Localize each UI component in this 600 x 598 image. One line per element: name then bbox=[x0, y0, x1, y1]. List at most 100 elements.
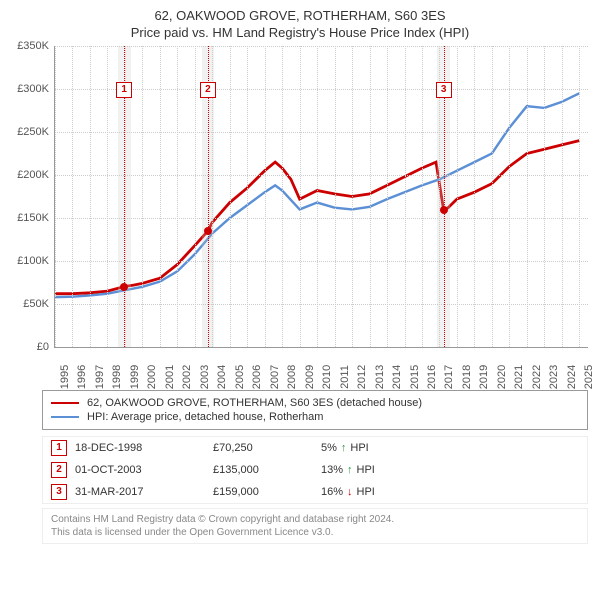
x-axis-label: 2013 bbox=[370, 365, 386, 389]
gridline-v bbox=[492, 46, 493, 347]
sales-row: 331-MAR-2017£159,00016%↓HPI bbox=[43, 481, 587, 503]
x-axis-label: 2022 bbox=[527, 365, 543, 389]
delta-suffix: HPI bbox=[350, 442, 368, 454]
sale-marker-box: 3 bbox=[436, 82, 452, 98]
legend-swatch bbox=[51, 416, 79, 418]
sales-row-date: 01-OCT-2003 bbox=[75, 464, 205, 476]
sales-row-delta: 16% ↓ HPI bbox=[321, 486, 411, 498]
x-axis-label: 2011 bbox=[335, 365, 351, 389]
sale-marker-dot bbox=[440, 206, 448, 214]
sales-row: 2 01-OCT-2003 £135,000 13%↑HPI bbox=[43, 459, 587, 481]
sales-row-price: £135,000 bbox=[213, 464, 313, 476]
sales-row-delta: 13%↑HPI bbox=[321, 464, 411, 476]
gridline-v bbox=[352, 46, 353, 347]
sale-marker-dot bbox=[204, 227, 212, 235]
y-axis-label: £50K bbox=[23, 298, 55, 310]
x-axis-label: 2025 bbox=[579, 365, 595, 389]
gridline-h bbox=[55, 89, 588, 90]
gridline-v bbox=[387, 46, 388, 347]
x-axis-label: 2003 bbox=[195, 365, 211, 389]
y-axis-label: £250K bbox=[17, 126, 55, 138]
x-axis-label: 2005 bbox=[230, 365, 246, 389]
gridline-v bbox=[160, 46, 161, 347]
x-axis-label: 2019 bbox=[474, 365, 490, 389]
y-axis-label: £200K bbox=[17, 169, 55, 181]
plot-area: £0£50K£100K£150K£200K£250K£300K£350K1995… bbox=[54, 46, 588, 348]
gridline-v bbox=[247, 46, 248, 347]
gridline-v bbox=[474, 46, 475, 347]
x-axis-label: 1999 bbox=[125, 365, 141, 389]
x-axis-label: 2016 bbox=[422, 365, 438, 389]
sales-row-delta: 5% ↑HPI bbox=[321, 442, 411, 454]
sale-marker-box: 1 bbox=[116, 82, 132, 98]
x-axis-label: 2001 bbox=[160, 365, 176, 389]
delta-suffix: HPI bbox=[357, 486, 375, 498]
gridline-h bbox=[55, 261, 588, 262]
delta-percent: 16% bbox=[321, 486, 343, 498]
x-axis-label: 2000 bbox=[142, 365, 158, 389]
x-axis-label: 2007 bbox=[265, 365, 281, 389]
x-axis-label: 1996 bbox=[72, 365, 88, 389]
y-axis-label: £150K bbox=[17, 212, 55, 224]
sales-row-index: 2 bbox=[51, 462, 67, 478]
gridline-v bbox=[527, 46, 528, 347]
x-axis-label: 1995 bbox=[55, 365, 71, 389]
gridline-v bbox=[579, 46, 580, 347]
legend-swatch bbox=[51, 402, 79, 404]
x-axis-label: 2024 bbox=[562, 365, 578, 389]
x-axis-label: 2020 bbox=[492, 365, 508, 389]
delta-percent: 5% bbox=[321, 442, 337, 454]
sales-row: 1 18-DEC-1998 £70,250 5% ↑HPI bbox=[43, 437, 587, 459]
gridline-v bbox=[107, 46, 108, 347]
legend-item: 62, OAKWOOD GROVE, ROTHERHAM, S60 3ES (d… bbox=[51, 397, 579, 409]
x-axis-label: 2004 bbox=[212, 365, 228, 389]
chart-container: 62, OAKWOOD GROVE, ROTHERHAM, S60 3ES Pr… bbox=[0, 8, 600, 598]
y-axis-label: £100K bbox=[17, 255, 55, 267]
gridline-v bbox=[405, 46, 406, 347]
footer-attribution: Contains HM Land Registry data © Crown c… bbox=[42, 508, 588, 544]
legend-label: HPI: Average price, detached house, Roth… bbox=[87, 411, 323, 423]
legend-item: HPI: Average price, detached house, Roth… bbox=[51, 411, 579, 423]
sales-row-index: 1 bbox=[51, 440, 67, 456]
sale-marker-box: 2 bbox=[200, 82, 216, 98]
gridline-v bbox=[72, 46, 73, 347]
x-axis-label: 2021 bbox=[509, 365, 525, 389]
sales-row-price: £70,250 bbox=[213, 442, 313, 454]
gridline-v bbox=[317, 46, 318, 347]
chart-subtitle: Price paid vs. HM Land Registry's House … bbox=[0, 25, 600, 40]
y-axis-label: £350K bbox=[17, 40, 55, 52]
gridline-v bbox=[335, 46, 336, 347]
x-axis-label: 2018 bbox=[457, 365, 473, 389]
legend: 62, OAKWOOD GROVE, ROTHERHAM, S60 3ES (d… bbox=[42, 390, 588, 430]
x-axis-label: 2006 bbox=[247, 365, 263, 389]
gridline-v bbox=[562, 46, 563, 347]
sales-row-index: 3 bbox=[51, 484, 67, 500]
gridline-h bbox=[55, 218, 588, 219]
sales-row-date: 31-MAR-2017 bbox=[75, 486, 205, 498]
arrow-down-icon: ↓ bbox=[347, 486, 353, 498]
gridline-v bbox=[457, 46, 458, 347]
gridline-v bbox=[177, 46, 178, 347]
y-axis-label: £0 bbox=[37, 341, 55, 353]
line-svg bbox=[55, 46, 588, 347]
arrow-up-icon: ↑ bbox=[341, 442, 347, 454]
x-axis-label: 1997 bbox=[90, 365, 106, 389]
arrow-up-icon: ↑ bbox=[347, 464, 353, 476]
x-axis-label: 2009 bbox=[300, 365, 316, 389]
sales-row-date: 18-DEC-1998 bbox=[75, 442, 205, 454]
gridline-h bbox=[55, 175, 588, 176]
gridline-v bbox=[422, 46, 423, 347]
sale-marker-dot bbox=[120, 283, 128, 291]
chart-area: £0£50K£100K£150K£200K£250K£300K£350K1995… bbox=[54, 46, 588, 386]
gridline-v bbox=[142, 46, 143, 347]
x-axis-label: 2008 bbox=[282, 365, 298, 389]
gridline-h bbox=[55, 46, 588, 47]
gridline-v bbox=[544, 46, 545, 347]
x-axis-label: 2014 bbox=[387, 365, 403, 389]
x-axis-label: 2023 bbox=[544, 365, 560, 389]
x-axis-label: 2012 bbox=[352, 365, 368, 389]
sales-table: 118-DEC-1998£70,2505%↑HPI201-OCT-2003£13… bbox=[42, 436, 588, 504]
gridline-h bbox=[55, 132, 588, 133]
gridline-v bbox=[300, 46, 301, 347]
gridline-v bbox=[509, 46, 510, 347]
